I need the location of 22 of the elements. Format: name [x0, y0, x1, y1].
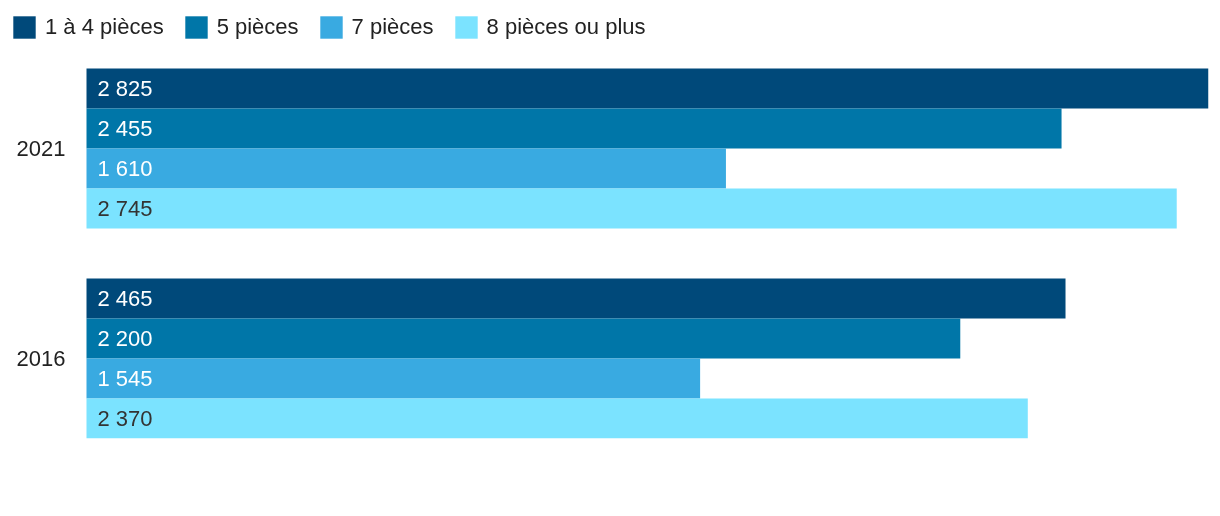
bar [86, 68, 1209, 109]
data-label: 2 745 [97, 196, 153, 222]
bar [86, 358, 701, 399]
legend-label: 7 pièces [351, 13, 434, 41]
data-label: 1 610 [97, 156, 153, 182]
bar [86, 188, 1177, 229]
y-tick-label: 2021 [16, 136, 66, 162]
y-tick-label: 2016 [16, 345, 66, 371]
bar [86, 148, 726, 189]
data-label: 2 200 [97, 325, 153, 351]
data-label: 2 825 [97, 76, 153, 101]
data-label: 2 465 [97, 285, 153, 311]
legend-label: 1 à 4 pièces [45, 13, 164, 41]
bar [86, 318, 961, 359]
bar [86, 108, 1062, 149]
data-label: 1 545 [97, 366, 153, 391]
data-label: 2 455 [97, 116, 153, 141]
legend-label: 8 pièces ou plus [486, 13, 646, 41]
data-label: 2 370 [97, 406, 153, 431]
bar [86, 278, 1066, 319]
bar [86, 398, 1028, 439]
legend-label: 5 pièces [216, 13, 299, 41]
